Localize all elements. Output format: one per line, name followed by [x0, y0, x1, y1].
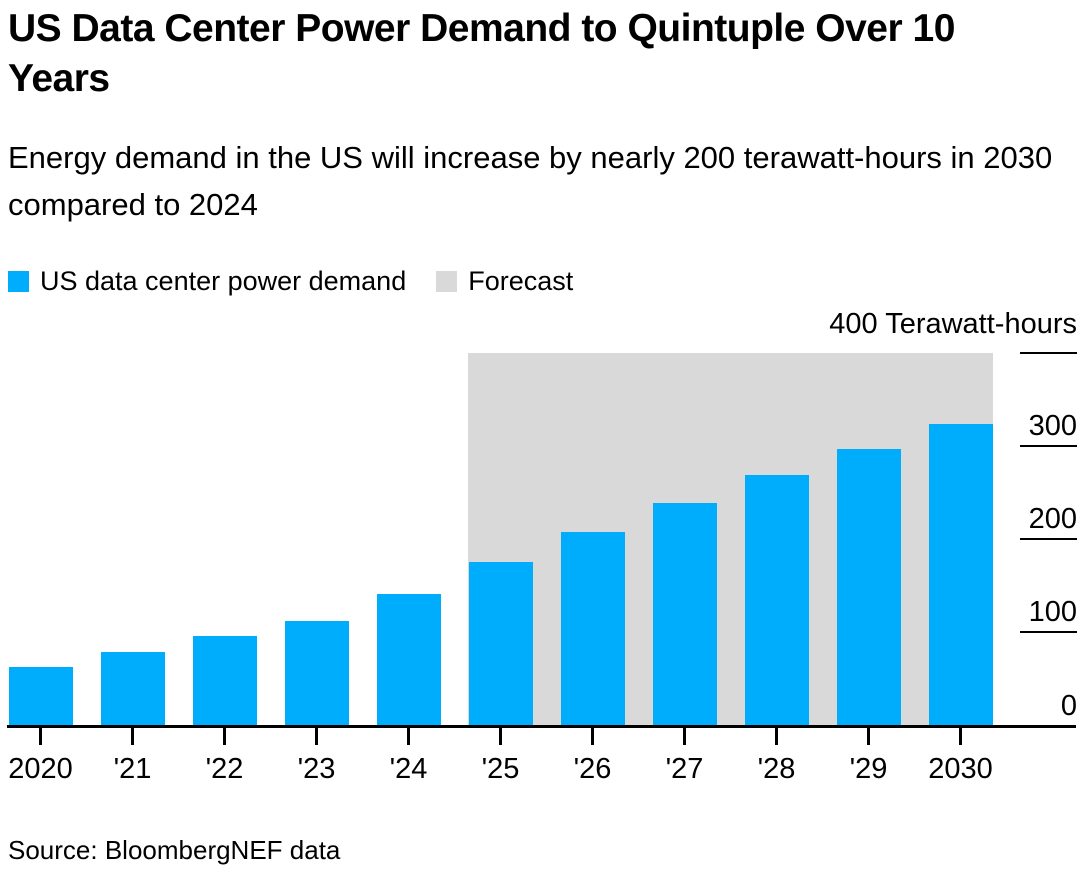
x-tick-mark-23	[315, 728, 318, 745]
x-tick-label-2030: 2030	[928, 753, 993, 785]
y-tick-line-300	[1020, 444, 1077, 447]
x-tick-label-22: '22	[205, 753, 244, 785]
y-tick-label-100: 100	[1028, 596, 1077, 629]
x-tick-label-27: '27	[665, 753, 704, 785]
demand-swatch-icon	[8, 271, 29, 292]
y-tick-label-300: 300	[1028, 409, 1077, 442]
legend-label-demand: US data center power demand	[40, 266, 407, 296]
y-axis-unit-label: 400 Terawatt-hours	[829, 308, 1077, 340]
y-tick-line-100	[1020, 631, 1077, 634]
x-tick-mark-29	[867, 728, 870, 745]
x-tick-mark-26	[591, 728, 594, 745]
bar-25	[468, 562, 533, 726]
legend-label-forecast: Forecast	[468, 266, 574, 296]
bar-2030	[928, 424, 993, 726]
legend: US data center power demand Forecast	[8, 266, 573, 297]
bar-2020	[8, 666, 73, 726]
chart-subtitle: Energy demand in the US will increase by…	[8, 140, 1053, 222]
forecast-swatch-icon	[436, 271, 458, 292]
bar-chart: 400 Terawatt-hours 0 100 200 300 2020 '21 '22 '…	[0, 300, 1092, 800]
y-tick-line-400	[1020, 351, 1077, 354]
x-tick-label-25: '25	[481, 753, 520, 785]
bar-24	[376, 594, 441, 726]
bar-22	[192, 635, 257, 726]
x-tick-mark-2030	[959, 728, 962, 745]
bar-27	[652, 502, 717, 726]
bar-29	[836, 449, 901, 726]
y-tick-label-0: 0	[1060, 689, 1077, 722]
source-credit: Source: BloombergNEF data	[8, 835, 341, 865]
x-tick-label-21: '21	[113, 753, 152, 785]
bar-21	[100, 651, 165, 726]
legend-item-demand: US data center power demand	[8, 266, 406, 297]
y-tick-line-200	[1020, 538, 1077, 540]
x-tick-mark-22	[223, 728, 226, 745]
x-tick-mark-24	[407, 728, 410, 745]
x-tick-label-26: '26	[573, 753, 612, 785]
x-axis-baseline	[7, 725, 1076, 728]
x-tick-label-23: '23	[297, 753, 336, 785]
x-tick-label-24: '24	[389, 753, 428, 785]
x-tick-label-2020: 2020	[8, 753, 73, 785]
y-tick-label-200: 200	[1028, 503, 1077, 535]
x-tick-label-28: '28	[757, 753, 796, 785]
x-tick-mark-21	[131, 728, 134, 745]
forecast-region	[467, 352, 993, 726]
x-tick-mark-27	[683, 728, 686, 745]
x-tick-mark-28	[775, 728, 778, 745]
legend-item-forecast: Forecast	[436, 266, 573, 297]
bar-28	[744, 474, 809, 726]
chart-title: US Data Center Power Demand to Quintuple…	[8, 7, 955, 100]
x-tick-mark-25	[499, 728, 502, 745]
x-tick-label-29: '29	[849, 753, 888, 785]
x-tick-mark-2020	[39, 728, 42, 745]
bar-23	[284, 621, 349, 726]
bar-26	[560, 531, 625, 726]
